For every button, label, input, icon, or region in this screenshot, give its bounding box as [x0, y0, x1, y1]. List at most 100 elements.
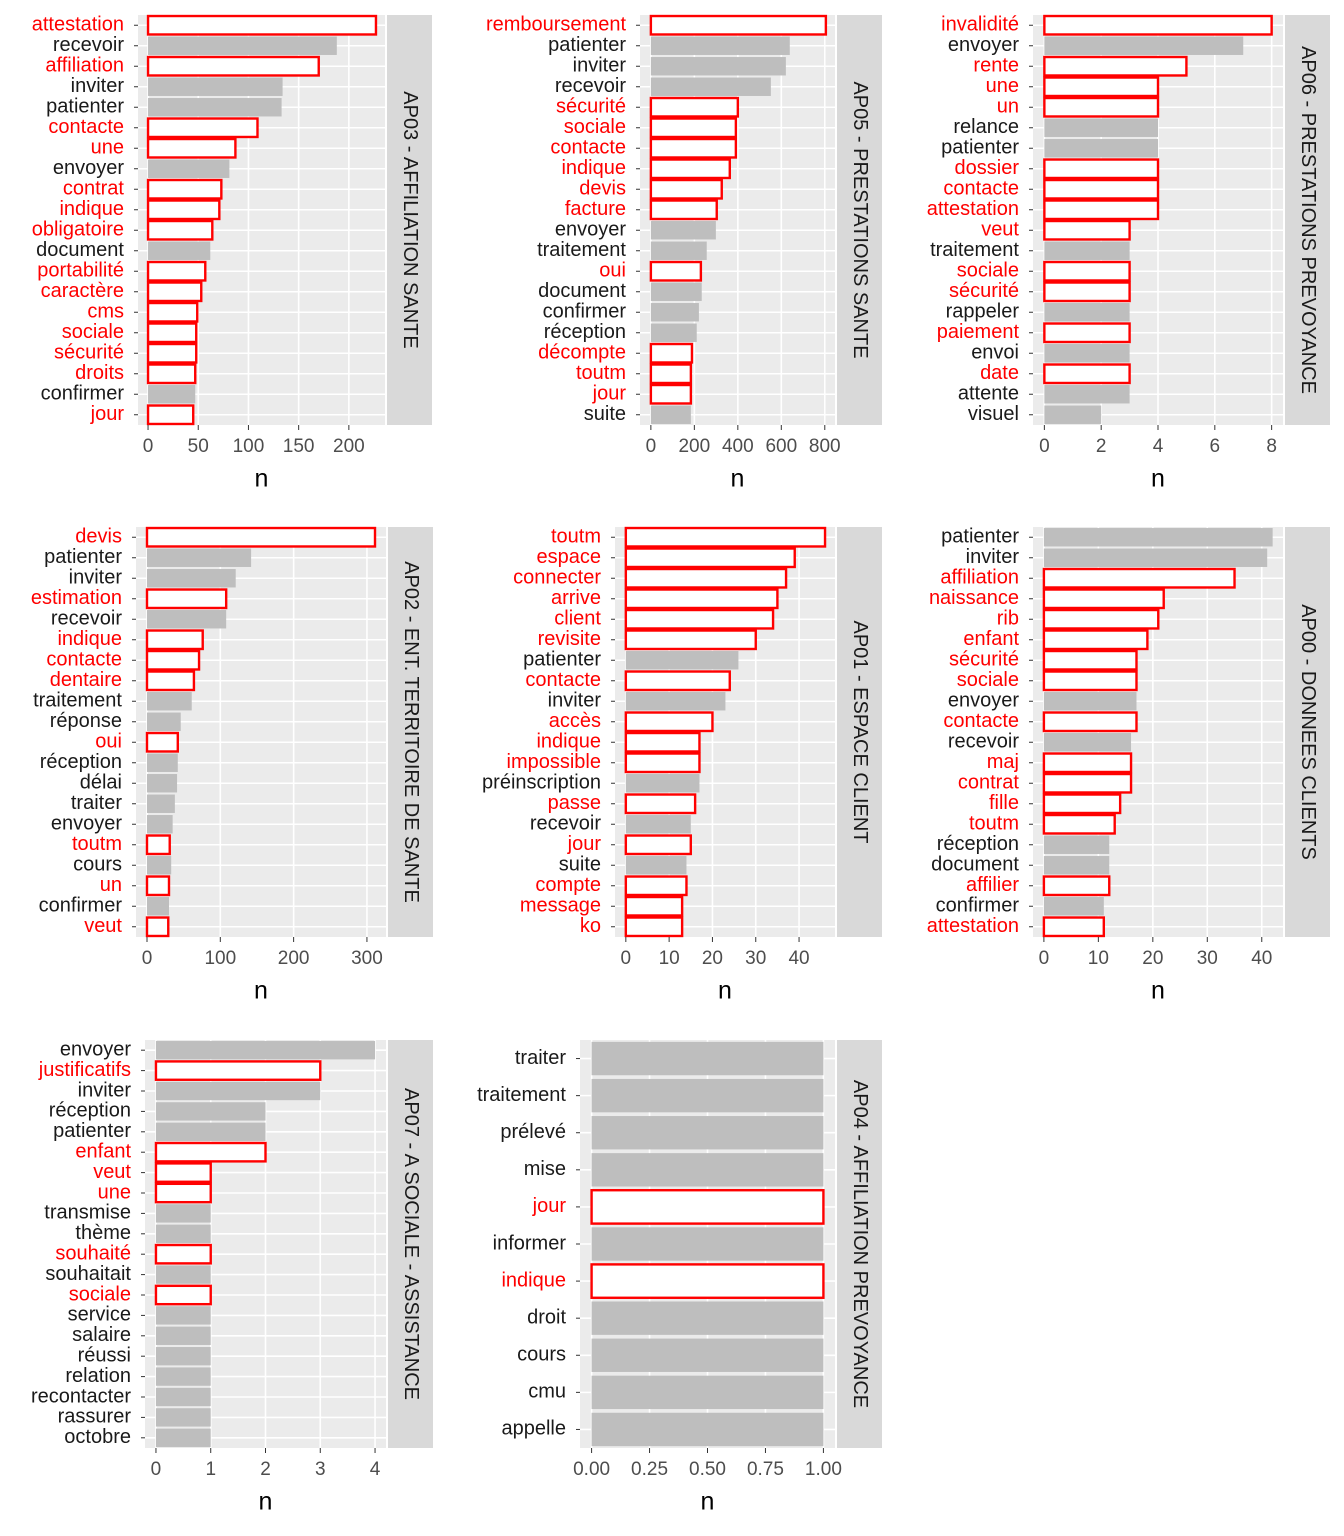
- bar: [624, 711, 714, 733]
- bar: [146, 897, 169, 916]
- y-tick-label: naissance: [929, 587, 1019, 609]
- bar: [145, 629, 204, 651]
- panel: patienterinviteraffiliationnaissanceribe…: [927, 526, 1330, 1005]
- bar: [650, 323, 697, 342]
- y-tick-label: sécurité: [54, 342, 124, 364]
- y-tick-label: traitement: [33, 690, 122, 712]
- y-tick-label: affilier: [966, 874, 1019, 896]
- bar: [1043, 76, 1160, 98]
- bar: [1043, 14, 1273, 36]
- y-tick-label: un: [997, 96, 1019, 118]
- y-tick-label: paiement: [937, 321, 1020, 343]
- y-tick-label: document: [36, 239, 124, 261]
- y-tick-label: veut: [93, 1161, 131, 1183]
- bar: [650, 57, 786, 76]
- bar: [146, 342, 198, 364]
- bar: [624, 752, 701, 774]
- x-axis-label: n: [1151, 977, 1165, 1005]
- x-tick-label: 30: [745, 948, 766, 969]
- y-tick-label: souhaitait: [45, 1263, 131, 1285]
- bar: [649, 178, 723, 200]
- bar: [649, 137, 738, 159]
- y-tick-label: patienter: [46, 96, 124, 118]
- bar: [624, 875, 688, 897]
- y-tick-label: indique: [57, 628, 122, 650]
- y-tick-label: envoi: [971, 342, 1019, 364]
- bar: [649, 96, 740, 118]
- y-tick-label: souhaité: [55, 1242, 131, 1264]
- bar: [1042, 793, 1122, 815]
- x-tick-label: 10: [1088, 948, 1109, 969]
- y-tick-label: décompte: [538, 342, 626, 364]
- y-tick-label: revisite: [538, 628, 601, 650]
- y-tick-label: mise: [524, 1158, 566, 1180]
- y-tick-label: confirmer: [39, 895, 123, 917]
- bar: [1044, 139, 1158, 158]
- y-tick-label: toutm: [551, 526, 601, 548]
- y-tick-label: attestation: [927, 198, 1019, 220]
- x-tick-label: 0: [143, 436, 154, 457]
- bar: [625, 774, 700, 793]
- panel: toutmespaceconnecterarriveclientrevisite…: [482, 526, 882, 1005]
- x-tick-label: 0: [1039, 948, 1050, 969]
- y-tick-label: traiter: [71, 792, 122, 814]
- y-tick-label: droit: [527, 1306, 566, 1328]
- y-tick-label: une: [986, 75, 1019, 97]
- x-axis-label: n: [254, 977, 268, 1005]
- bar: [146, 14, 378, 36]
- bar: [1044, 303, 1130, 322]
- bar: [145, 834, 171, 856]
- x-tick-label: 200: [278, 948, 310, 969]
- y-tick-label: document: [931, 854, 1019, 876]
- bar: [146, 137, 237, 159]
- bar: [649, 117, 738, 139]
- bar: [1042, 649, 1138, 671]
- y-tick-label: cours: [517, 1344, 566, 1366]
- x-tick-label: 1.00: [805, 1459, 842, 1480]
- y-tick-label: envoyer: [51, 813, 122, 835]
- bar: [650, 405, 691, 424]
- y-tick-label: devis: [579, 178, 626, 200]
- y-tick-label: recevoir: [530, 813, 601, 835]
- bar: [146, 363, 197, 385]
- y-tick-label: suite: [559, 854, 601, 876]
- bar: [145, 875, 171, 897]
- bar: [148, 77, 283, 96]
- y-tick-label: patienter: [44, 546, 122, 568]
- y-tick-label: recevoir: [53, 34, 124, 56]
- y-tick-label: envoyer: [948, 34, 1019, 56]
- y-tick-label: oui: [599, 260, 626, 282]
- y-tick-label: traitement: [477, 1084, 566, 1106]
- panel: devispatienterinviterestimationrecevoiri…: [31, 526, 433, 1005]
- x-tick-label: 2: [260, 1459, 271, 1480]
- y-tick-label: jour: [90, 403, 125, 425]
- strip-title: AP03 - AFFILIATION SANTE: [399, 91, 421, 348]
- x-tick-label: 0: [151, 1459, 162, 1480]
- strip-title: AP04 - AFFILIATION PREVOYANCE: [849, 1080, 871, 1408]
- y-tick-label: confirmer: [543, 301, 627, 323]
- y-tick-label: veut: [84, 915, 122, 937]
- bar: [145, 649, 201, 671]
- x-tick-label: 0.25: [631, 1459, 668, 1480]
- y-tick-label: toutm: [969, 813, 1019, 835]
- y-tick-label: inviter: [573, 55, 627, 77]
- bar: [146, 281, 203, 303]
- x-axis-label: n: [259, 1488, 273, 1516]
- y-tick-label: envoyer: [53, 157, 124, 179]
- y-tick-label: contacte: [550, 137, 626, 159]
- y-tick-label: envoyer: [60, 1038, 131, 1060]
- bar: [155, 1122, 266, 1141]
- bar: [1044, 405, 1102, 424]
- bar: [1044, 344, 1130, 363]
- y-tick-label: cmu: [528, 1381, 566, 1403]
- y-tick-label: contacte: [943, 178, 1019, 200]
- bar: [155, 1408, 211, 1427]
- x-tick-label: 8: [1266, 436, 1277, 457]
- bar: [1042, 567, 1236, 589]
- bar: [1043, 199, 1160, 221]
- bar: [591, 1301, 824, 1335]
- bar: [154, 1060, 322, 1081]
- y-tick-label: recevoir: [948, 731, 1019, 753]
- bar: [154, 1284, 212, 1306]
- y-tick-label: compte: [535, 874, 601, 896]
